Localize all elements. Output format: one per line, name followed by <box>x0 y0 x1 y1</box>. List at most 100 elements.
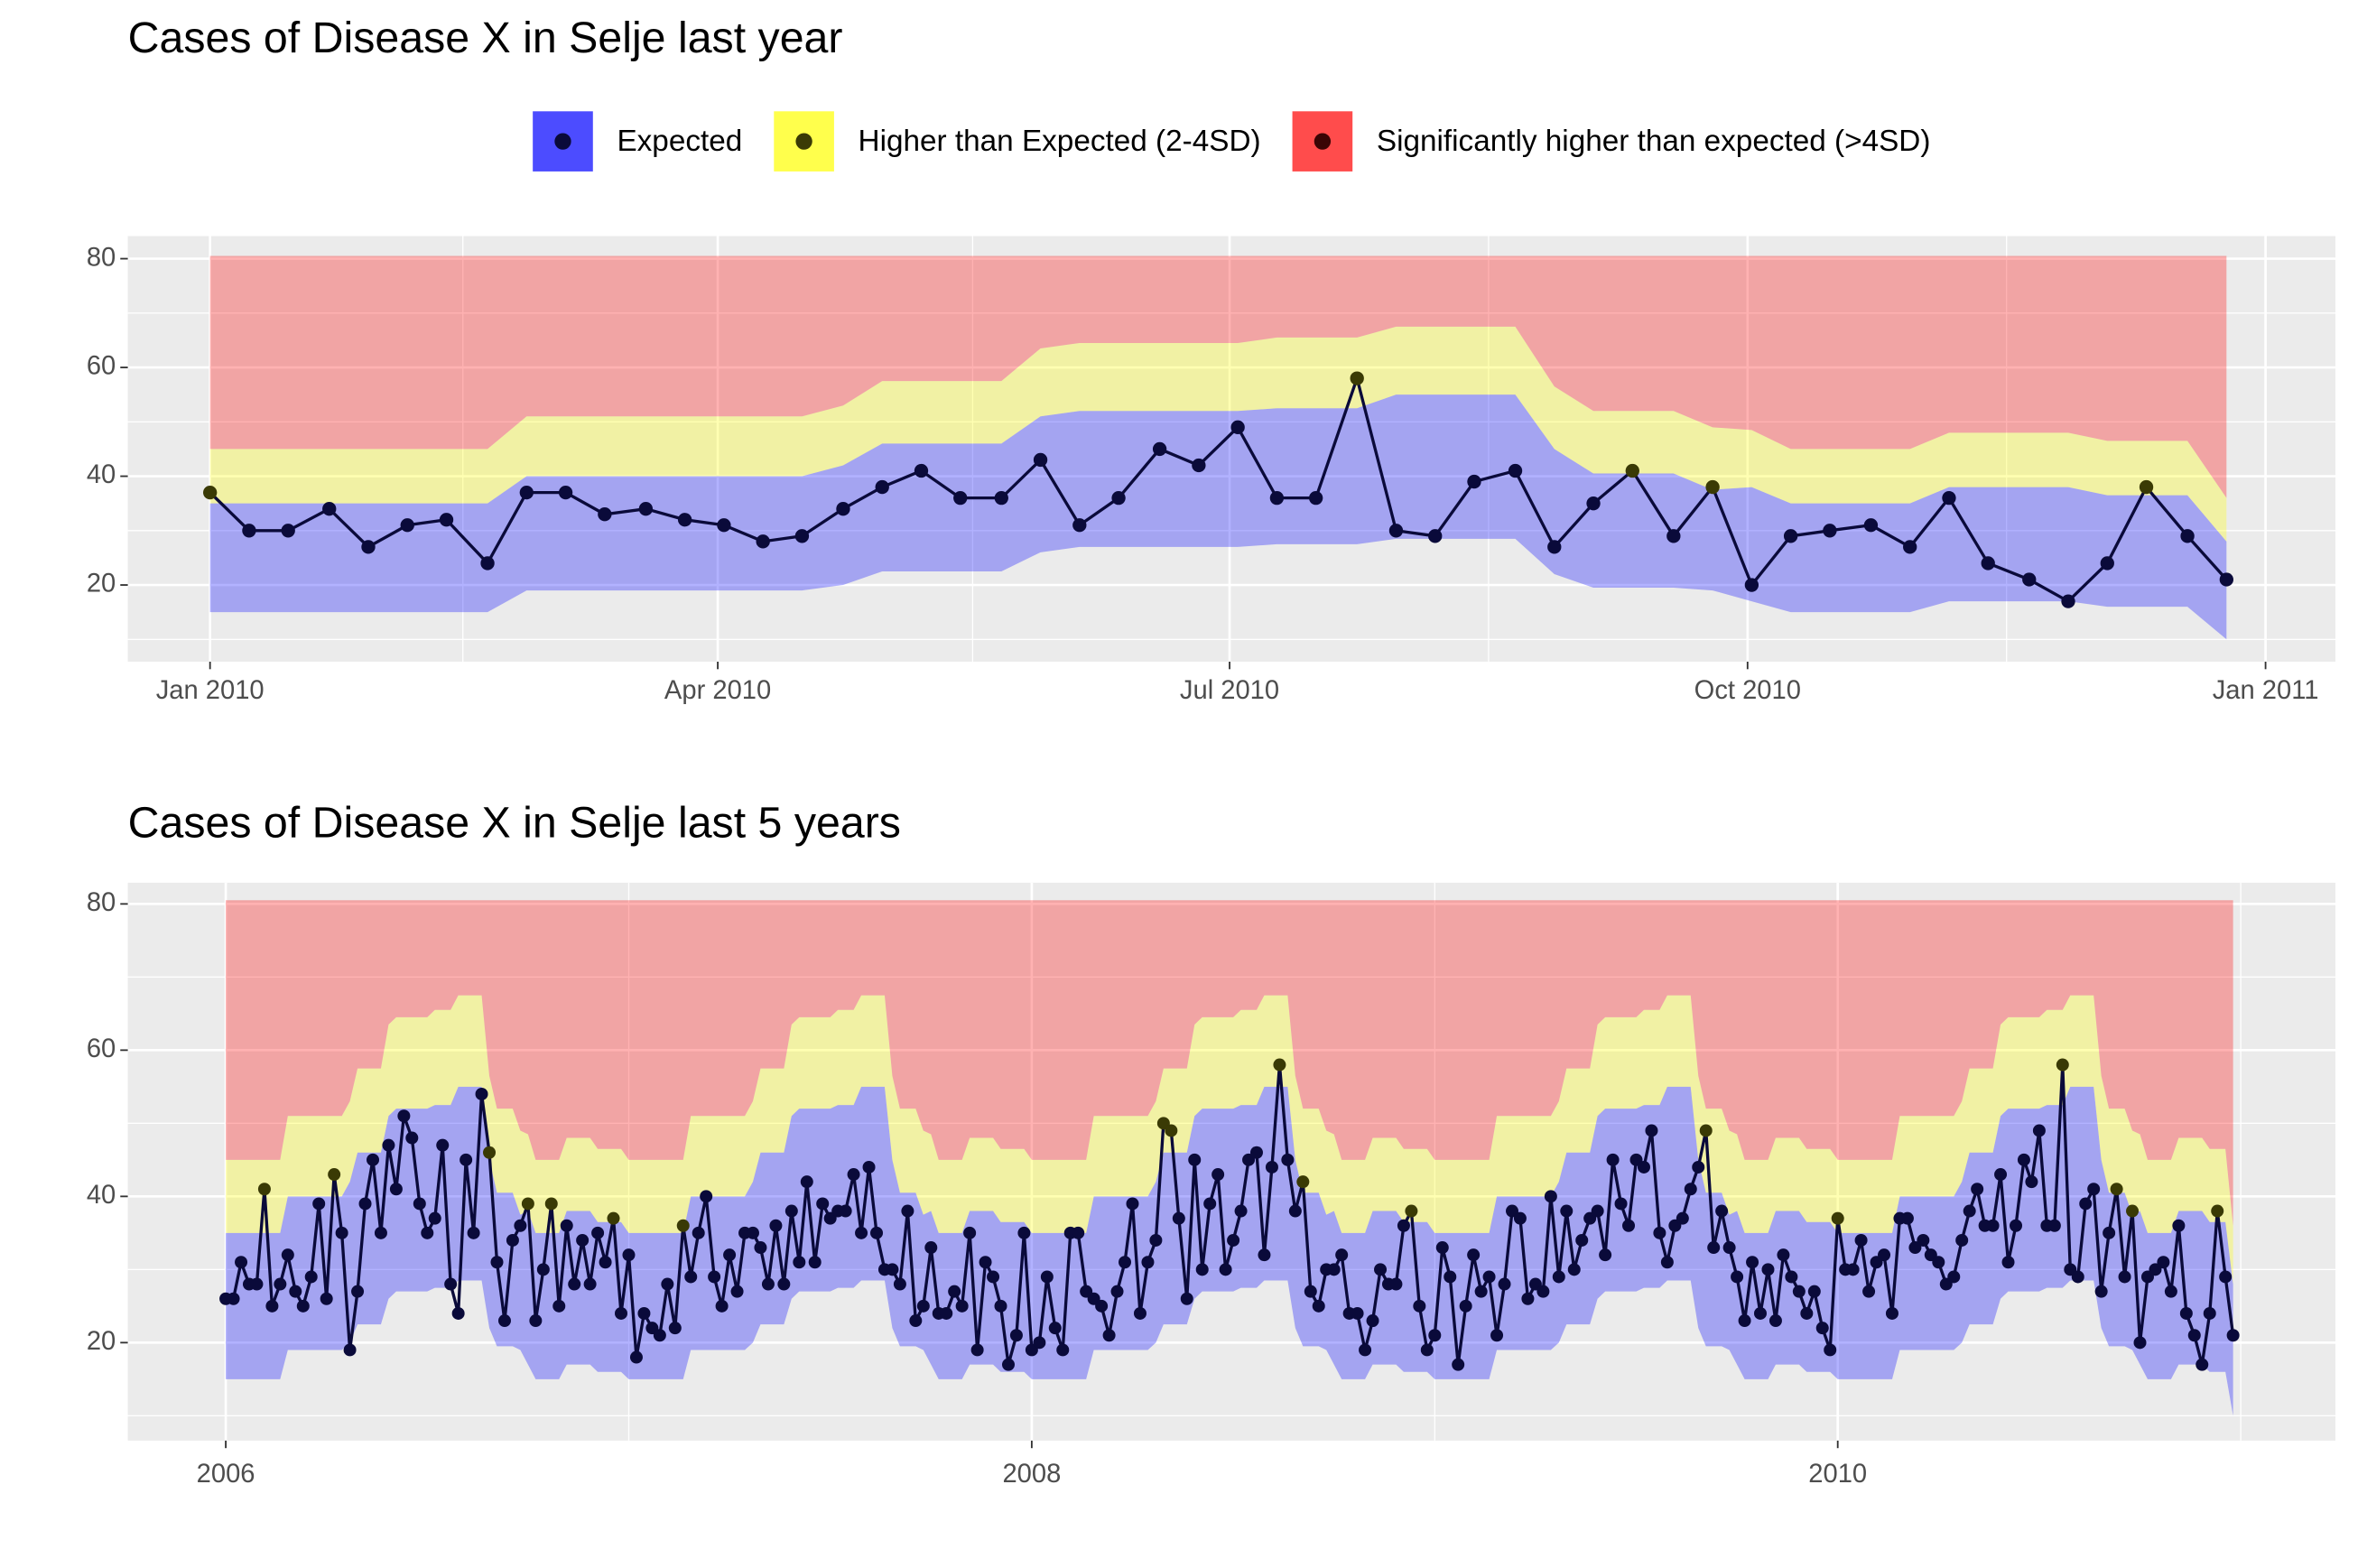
case-point <box>1854 1233 1868 1247</box>
case-point <box>661 1277 674 1291</box>
case-point <box>242 524 256 538</box>
case-point <box>1575 1233 1589 1247</box>
case-point <box>1903 540 1917 554</box>
case-point <box>576 1233 590 1247</box>
case-point <box>1823 524 1837 538</box>
case-point <box>2047 1219 2061 1232</box>
case-point <box>367 1153 380 1166</box>
case-point <box>322 502 337 516</box>
case-line <box>209 373 2228 604</box>
y-tick-label: 80 <box>87 888 116 917</box>
case-point <box>862 1160 876 1174</box>
case-point <box>676 1219 690 1232</box>
case-point <box>328 1168 341 1182</box>
case-point <box>1072 518 1087 533</box>
legend-label: Expected <box>617 125 742 158</box>
case-point <box>1413 1299 1426 1313</box>
case-point <box>598 507 612 522</box>
x-tick-label: Jul 2010 <box>1180 676 1279 705</box>
case-point <box>497 1314 511 1328</box>
legend-label: Significantly higher than expected (>4SD… <box>1377 125 1931 158</box>
case-point <box>2226 1329 2240 1342</box>
case-point <box>2203 1306 2216 1320</box>
case-point <box>389 1183 403 1196</box>
case-point <box>1544 1190 1557 1203</box>
case-point <box>1699 1124 1713 1137</box>
case-point <box>2025 1175 2038 1189</box>
y-tick-label: 80 <box>87 243 116 272</box>
case-point <box>1792 1285 1806 1298</box>
case-point <box>653 1329 666 1342</box>
case-point <box>1768 1314 1782 1328</box>
case-point <box>2196 1358 2209 1371</box>
band <box>209 255 2227 498</box>
case-point <box>1761 1263 1775 1276</box>
case-point <box>1405 1204 1418 1218</box>
case-point <box>1707 1241 1721 1255</box>
case-point <box>1862 1285 1876 1298</box>
case-point <box>1033 1336 1046 1350</box>
case-point <box>1942 490 1956 506</box>
case-point <box>1625 463 1639 478</box>
case-point <box>1467 474 1481 489</box>
case-point <box>2056 1058 2069 1072</box>
case-point <box>1676 1211 1689 1225</box>
case-point <box>2100 556 2114 571</box>
case-point <box>1265 1160 1278 1174</box>
case-point <box>1033 452 1048 468</box>
case-point <box>1753 1306 1767 1320</box>
case-point <box>1009 1329 1023 1342</box>
case-point <box>901 1204 914 1218</box>
case-point <box>521 1197 534 1211</box>
case-point <box>2118 1270 2131 1284</box>
x-tick-label: Jan 2011 <box>2213 676 2319 705</box>
case-line <box>226 1064 2235 1366</box>
case-point <box>940 1306 953 1320</box>
case-point <box>235 1256 248 1269</box>
case-point <box>717 518 731 533</box>
case-point <box>808 1256 822 1269</box>
case-point <box>2211 1204 2224 1218</box>
case-point <box>1126 1197 1139 1211</box>
case-point <box>1731 1270 1744 1284</box>
case-point <box>1048 1322 1062 1335</box>
case-point <box>1258 1248 1271 1262</box>
case-point <box>1359 1343 1372 1357</box>
case-point <box>708 1270 721 1284</box>
case-point <box>374 1226 387 1239</box>
case-point <box>1783 529 1798 543</box>
case-point <box>1327 1263 1341 1276</box>
case-point <box>886 1263 899 1276</box>
case-point <box>1281 1153 1295 1166</box>
case-point <box>281 524 295 538</box>
chart-title: Cases of Disease X in Selje last 5 years <box>128 798 901 847</box>
case-point <box>2179 1306 2193 1320</box>
x-tick-label: 2008 <box>1002 1460 1061 1489</box>
case-point <box>836 502 850 516</box>
case-point <box>723 1248 737 1262</box>
case-point <box>1900 1211 1914 1225</box>
case-point <box>2022 572 2037 587</box>
case-point <box>1660 1256 1674 1269</box>
y-tick-label: 20 <box>87 1327 116 1356</box>
case-point <box>460 1153 473 1166</box>
case-point <box>250 1277 264 1291</box>
case-point <box>1227 1233 1240 1247</box>
case-point <box>1312 1299 1325 1313</box>
case-point <box>715 1299 729 1313</box>
case-point <box>1040 1270 1054 1284</box>
case-point <box>700 1190 713 1203</box>
case-point <box>1513 1211 1527 1225</box>
case-point <box>1932 1256 1945 1269</box>
case-point <box>490 1256 504 1269</box>
case-point <box>467 1226 480 1239</box>
case-point <box>1149 1233 1163 1247</box>
y-tick-label: 40 <box>87 1181 116 1210</box>
case-point <box>413 1197 426 1211</box>
case-point <box>1878 1248 1891 1262</box>
case-point <box>1785 1270 1798 1284</box>
case-point <box>1288 1204 1302 1218</box>
case-point <box>668 1322 682 1335</box>
case-point <box>304 1270 318 1284</box>
